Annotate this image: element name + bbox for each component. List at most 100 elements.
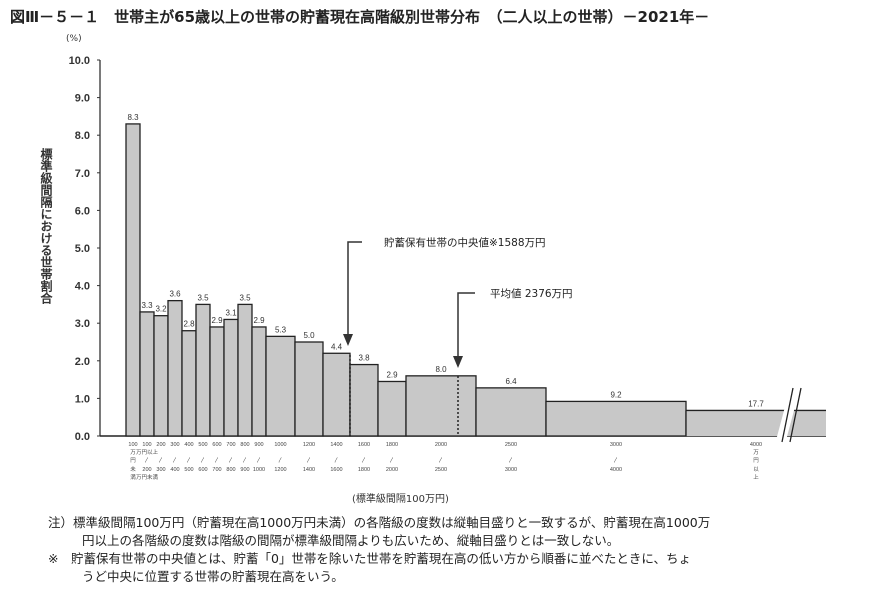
x-category-label: 〳 bbox=[278, 457, 284, 464]
x-category-label: 1600 bbox=[330, 467, 342, 473]
x-category-label: 万 bbox=[130, 449, 136, 456]
x-category-label: 800 bbox=[226, 467, 235, 473]
x-category-label: 2000 bbox=[435, 442, 447, 448]
x-category-label: 600 bbox=[212, 442, 221, 448]
x-category-label: 700 bbox=[212, 467, 221, 473]
chart-title: 図Ⅲ－５－１ 世帯主が65歳以上の世帯の貯蓄現在高階級別世帯分布 （二人以上の世… bbox=[10, 8, 710, 26]
note-line: うど中央に位置する世帯の貯蓄現在高をいう。 bbox=[82, 569, 344, 584]
bar-rect bbox=[153, 315, 169, 437]
bar-rect bbox=[195, 303, 211, 437]
x-category-label: 500 bbox=[184, 467, 193, 473]
y-tick-label: 4.0 bbox=[75, 281, 90, 293]
bar: 8.0 2000 〳 2500 bbox=[405, 365, 477, 473]
x-category-label: 未 bbox=[130, 465, 136, 473]
axis-break-mark bbox=[781, 387, 794, 443]
y-tick-label: 9.0 bbox=[75, 93, 90, 105]
x-category-label: 〳 bbox=[158, 457, 164, 464]
x-category-label: 万 bbox=[753, 449, 759, 456]
bar-value-label: 2.9 bbox=[386, 370, 398, 379]
bar-rect bbox=[545, 400, 687, 437]
bar: 2.9 600 〳 700 bbox=[209, 316, 225, 473]
bar-value-label: 2.9 bbox=[211, 316, 223, 325]
bar-value-label: 4.4 bbox=[331, 342, 343, 351]
bar-rect bbox=[251, 326, 267, 437]
bar: 3.1 700 〳 800 bbox=[223, 308, 239, 473]
bar: 5.3 1000 〳 1200 bbox=[265, 325, 296, 473]
x-category-label: 〳 bbox=[172, 457, 178, 464]
bars: 8.3100万円未満3.3100万円以上〳200万円未満3.2200〳3003.… bbox=[125, 113, 826, 481]
x-category-label: 〳 bbox=[438, 457, 444, 464]
x-category-label: 400 bbox=[184, 442, 193, 448]
x-category-label: 700 bbox=[226, 442, 235, 448]
median-arrow bbox=[347, 241, 362, 340]
bar-value-label: 3.5 bbox=[197, 293, 209, 302]
x-category-label: 4000 bbox=[610, 467, 622, 473]
note-line: ※ 貯蓄保有世帯の中央値とは、貯蓄「0」世帯を除いた世帯を貯蓄現在高の低い方から… bbox=[48, 551, 692, 566]
x-category-label: 800 bbox=[240, 442, 249, 448]
x-category-label: 〳 bbox=[508, 457, 514, 464]
x-category-label: 上 bbox=[753, 473, 759, 481]
y-axis-label: 標準級間隔における世帯割合 bbox=[39, 148, 53, 304]
x-category-label: 〳 bbox=[334, 457, 340, 464]
x-category-label: 1000 bbox=[274, 442, 286, 448]
annotations: 貯蓄保有世帯の中央値※1588万円 平均値 2376万円 bbox=[343, 236, 802, 443]
x-category-label: 3000 bbox=[610, 442, 622, 448]
bar-rect bbox=[294, 341, 324, 437]
bar-rect bbox=[405, 375, 477, 437]
x-category-label: 〳 bbox=[214, 457, 220, 464]
bar-value-label: 5.3 bbox=[275, 325, 287, 334]
x-category-label: 〳 bbox=[186, 457, 192, 464]
note-line: 注）標準級間隔100万円（貯蓄現在高1000万円未満）の各階級の度数は縦軸目盛り… bbox=[48, 515, 711, 530]
bar: 5.0 1200 〳 1400 bbox=[294, 331, 324, 473]
mean-arrowhead-icon bbox=[453, 356, 463, 368]
bar-value-label: 5.0 bbox=[303, 331, 315, 340]
x-category-label: 〳 bbox=[228, 457, 234, 464]
x-axis-label: (標準級間隔100万円) bbox=[352, 494, 449, 505]
x-category-label: 〳 bbox=[613, 457, 619, 464]
x-category-label: 満 bbox=[130, 474, 136, 481]
y-tick-label: 3.0 bbox=[75, 318, 90, 330]
axis-break-mark bbox=[789, 387, 802, 443]
x-category-label: 900 bbox=[240, 467, 249, 473]
x-category-label: 2000 bbox=[386, 467, 398, 473]
bar-value-label: 3.3 bbox=[141, 301, 153, 310]
bar: 3.5 500 〳 600 bbox=[195, 293, 211, 473]
bar-value-label: 6.4 bbox=[505, 377, 517, 386]
x-category-label: 1600 bbox=[358, 442, 370, 448]
x-category-label: 1800 bbox=[358, 467, 370, 473]
x-category-label: 2500 bbox=[505, 442, 517, 448]
bar: 2.9 900 〳 1000 bbox=[251, 316, 267, 473]
bar-value-label: 2.9 bbox=[253, 316, 265, 325]
bar: 3.5 800 〳 900 bbox=[237, 293, 253, 473]
x-category-label: 〳 bbox=[306, 457, 312, 464]
bar-value-label: 17.7 bbox=[748, 399, 764, 408]
bar: 2.8 400 〳 500 bbox=[181, 320, 197, 473]
x-category-label: 1200 bbox=[274, 467, 286, 473]
x-category-label: 〳 bbox=[361, 457, 367, 464]
bar-rect bbox=[237, 303, 253, 437]
bar-value-label: 3.1 bbox=[225, 308, 237, 317]
note-line: 円以上の各階級の度数は階級の間隔が標準級間隔よりも広いため、縦軸目盛りとは一致し… bbox=[82, 533, 620, 548]
x-category-label: 600 bbox=[198, 467, 207, 473]
bar-rect bbox=[125, 123, 141, 437]
x-category-label: 100 bbox=[128, 442, 137, 448]
x-category-label: 1200 bbox=[303, 442, 315, 448]
bar: 3.2 200 〳 300 bbox=[153, 305, 169, 473]
x-category-label: 〳 bbox=[389, 457, 395, 464]
x-category-label: 万円以上 bbox=[136, 448, 159, 456]
bar-rect bbox=[265, 335, 296, 437]
bar-rect bbox=[377, 380, 407, 437]
median-label: 貯蓄保有世帯の中央値※1588万円 bbox=[384, 236, 546, 249]
y-tick-label: 5.0 bbox=[75, 243, 90, 255]
y-unit-label: (%) bbox=[66, 34, 82, 44]
x-category-label: 1400 bbox=[330, 442, 342, 448]
bar: 4.4 1400 〳 1600 bbox=[322, 342, 351, 473]
bar-value-label: 3.6 bbox=[169, 290, 181, 299]
x-category-label: 300 bbox=[156, 467, 165, 473]
bar-rect bbox=[349, 363, 379, 437]
bar-value-label: 2.8 bbox=[183, 320, 195, 329]
x-category-label: 〳 bbox=[242, 457, 248, 464]
x-category-label: 100 bbox=[142, 442, 151, 448]
bar-value-label: 3.2 bbox=[155, 305, 167, 314]
